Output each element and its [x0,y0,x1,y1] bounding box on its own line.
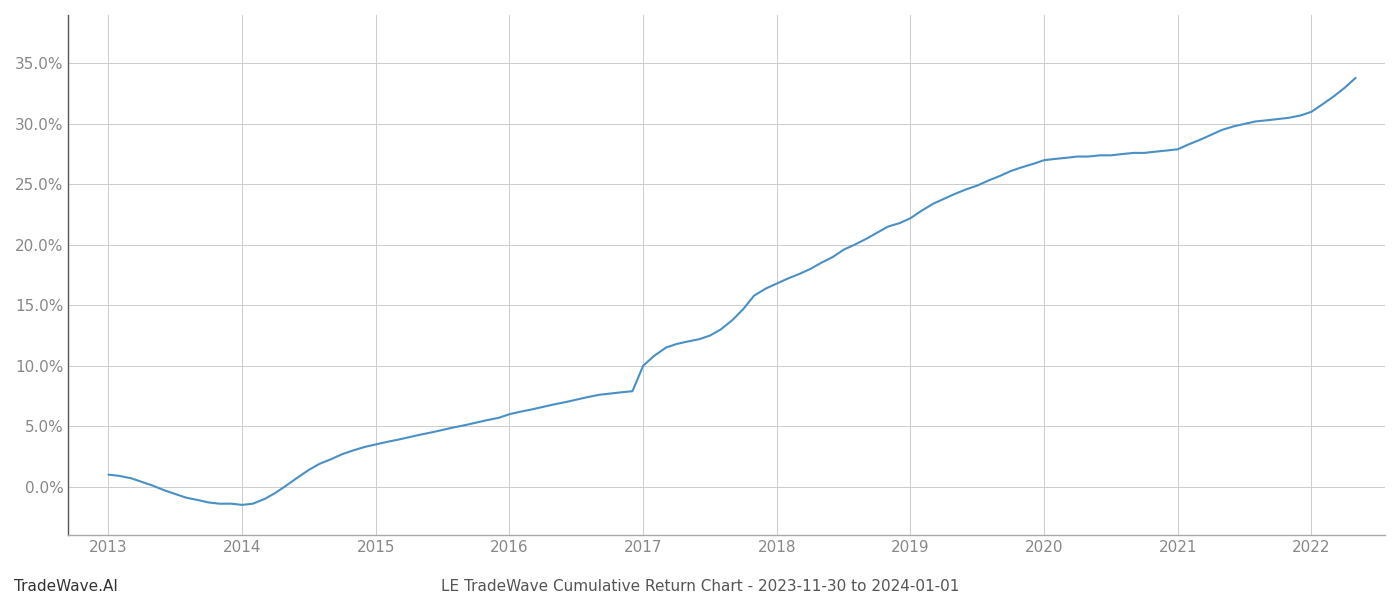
Text: LE TradeWave Cumulative Return Chart - 2023-11-30 to 2024-01-01: LE TradeWave Cumulative Return Chart - 2… [441,579,959,594]
Text: TradeWave.AI: TradeWave.AI [14,579,118,594]
